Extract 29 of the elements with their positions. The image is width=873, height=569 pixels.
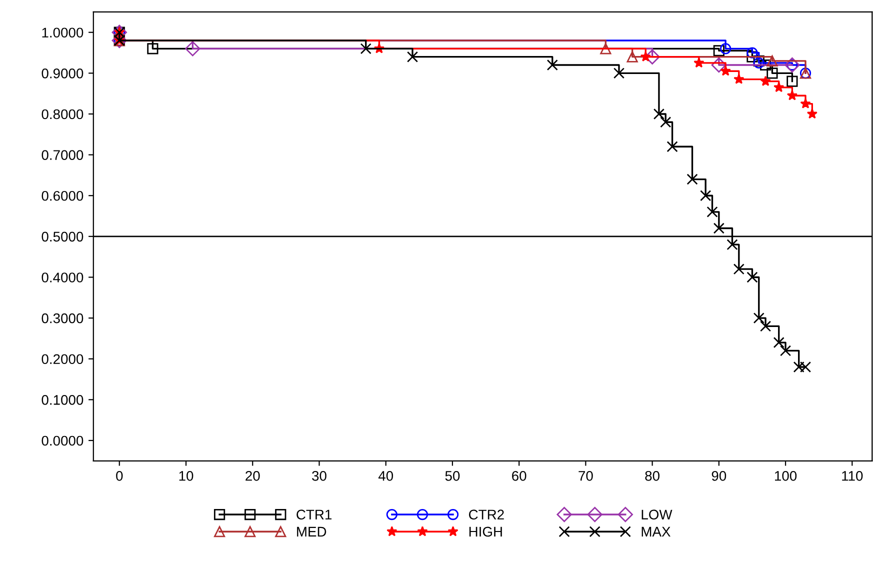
legend-label: CTR1 (296, 510, 332, 520)
y-tick-label: 0.2000 (42, 354, 84, 364)
x-tick-label: 70 (578, 470, 593, 481)
x-tick-label: 0 (116, 470, 123, 481)
x-tick-label: 100 (775, 470, 797, 481)
legend-label: MAX (642, 526, 670, 536)
legend-label: HIGH (469, 526, 502, 537)
y-tick-label: 0.4000 (42, 272, 84, 282)
x-tick-label: 20 (246, 470, 260, 481)
x-tick-label: 90 (712, 470, 726, 481)
legend-label: MED (297, 526, 326, 536)
legend-label: CTR2 (469, 510, 504, 520)
x-tick-label: 110 (842, 470, 863, 481)
x-tick-label: 60 (512, 470, 526, 481)
x-tick-label: 10 (179, 470, 194, 481)
y-tick-label: 0.0000 (42, 436, 84, 446)
y-tick-label: 0.1000 (42, 395, 84, 405)
x-tick-label: 40 (378, 470, 394, 481)
y-tick-label: 0.3000 (42, 313, 84, 324)
y-tick-label: 1.0000 (42, 28, 84, 38)
y-tick-label: 0.9000 (42, 68, 84, 78)
y-tick-label: 0.5000 (42, 232, 84, 242)
legend-label: LOW (642, 510, 672, 520)
x-tick-label: 30 (312, 470, 326, 481)
y-tick-label: 0.6000 (42, 190, 84, 201)
y-tick-label: 0.7000 (42, 150, 84, 160)
x-tick-label: 50 (445, 470, 460, 481)
x-tick-label: 80 (645, 470, 660, 481)
y-tick-label: 0.8000 (42, 109, 84, 120)
